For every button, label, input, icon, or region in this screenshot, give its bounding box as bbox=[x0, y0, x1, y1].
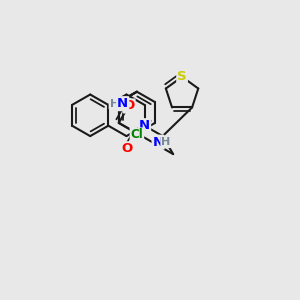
Text: O: O bbox=[123, 99, 135, 112]
Text: O: O bbox=[122, 142, 133, 155]
Text: N: N bbox=[139, 119, 150, 132]
Text: S: S bbox=[177, 70, 187, 83]
Text: H: H bbox=[110, 99, 119, 109]
Text: N: N bbox=[117, 97, 128, 110]
Text: H: H bbox=[161, 137, 170, 147]
Text: N: N bbox=[153, 136, 164, 149]
Text: Cl: Cl bbox=[130, 128, 143, 141]
